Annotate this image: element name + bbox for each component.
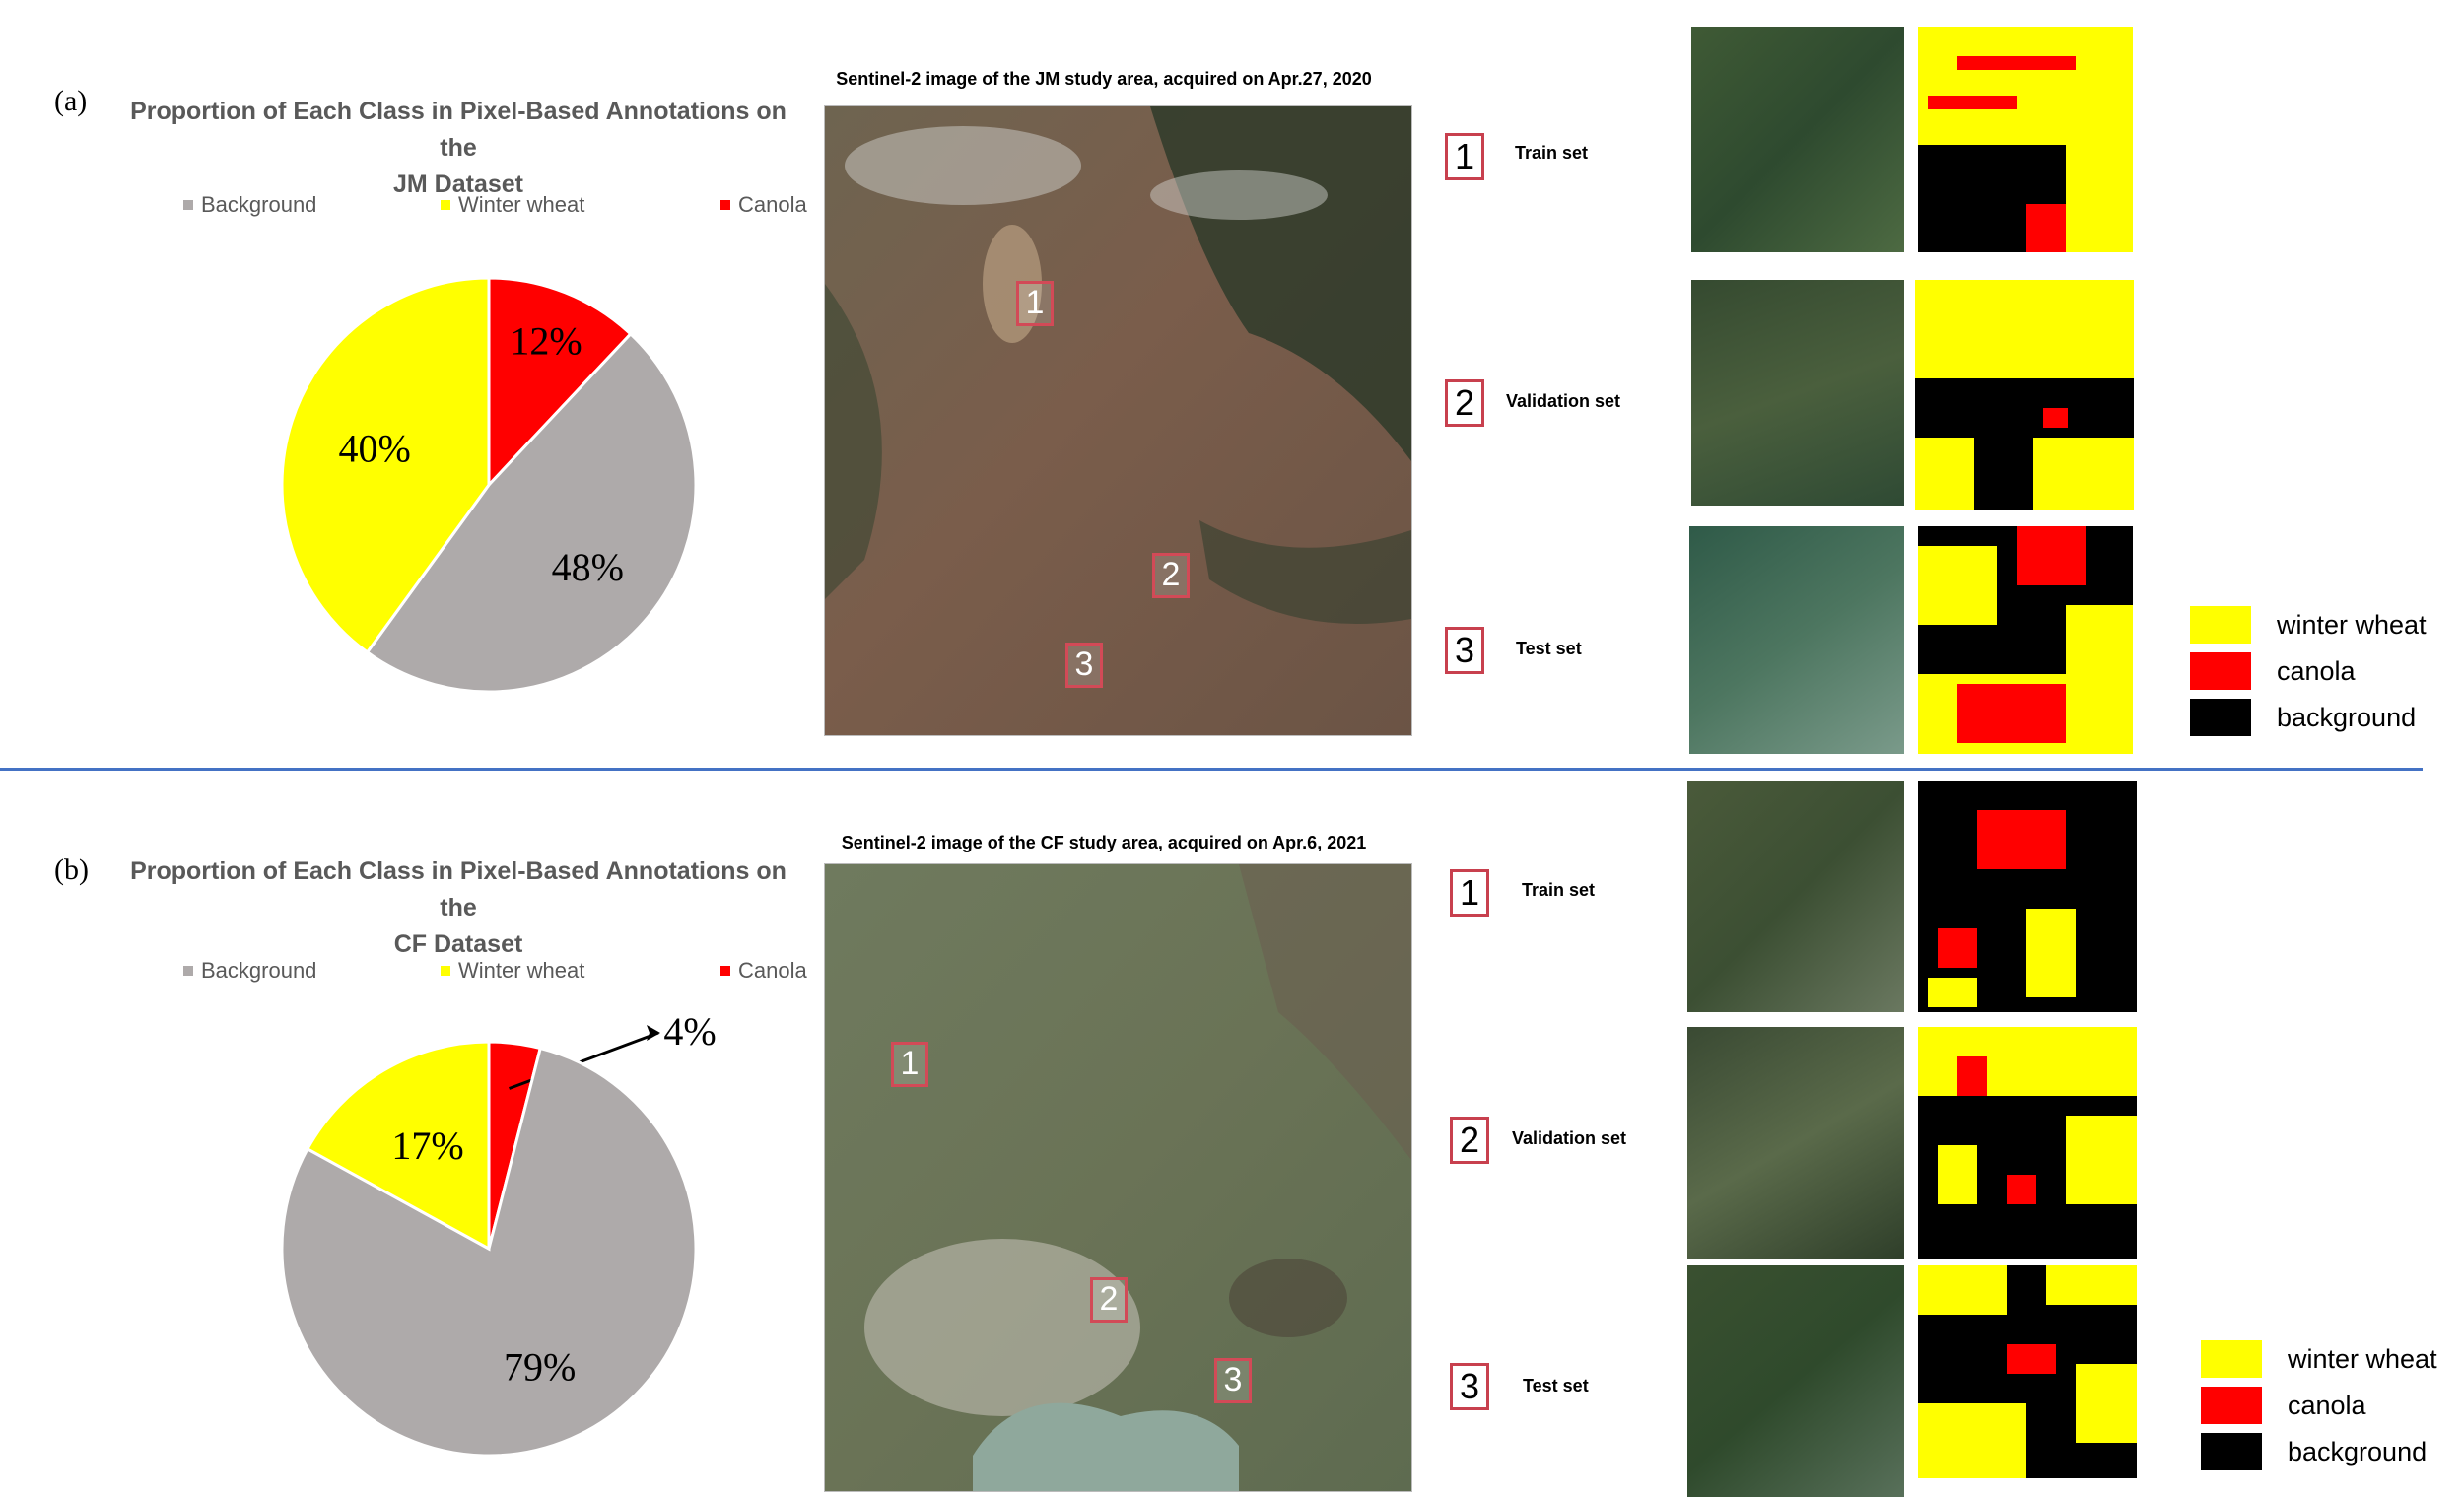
legend-swatch (441, 200, 450, 210)
pie-slice-winter-wheat (280, 276, 491, 654)
map-b-title: Sentinel-2 image of the CF study area, a… (841, 833, 1367, 852)
map-a-title: Sentinel-2 image of the JM study area, a… (836, 69, 1372, 89)
legend-label: Winter wheat (458, 958, 585, 983)
pie-slice-background (365, 331, 698, 694)
pie-label-canola: 4% (663, 1009, 716, 1054)
set-a-num-3: 3 (1445, 627, 1484, 674)
thumb-a-test-image (1689, 526, 1904, 754)
mask-b-validation (1918, 1027, 2137, 1259)
key-swatch (2190, 699, 2251, 736)
key-label: canola (2288, 1390, 2366, 1420)
pie-label-background: 48% (552, 545, 624, 589)
panel-a-letter: (a) (54, 85, 88, 117)
legend-b-background: Background (183, 958, 316, 984)
set-a-label-test: Test set (1516, 639, 1582, 658)
set-b-num-1: 1 (1450, 869, 1489, 917)
thumb-a-validation-image (1691, 280, 1904, 506)
mask-b-train (1918, 781, 2137, 1012)
key-b-canola: canola (2201, 1387, 2366, 1424)
legend-label: Canola (738, 192, 807, 217)
map-b-marker-3: 3 (1214, 1358, 1252, 1403)
legend-swatch (441, 966, 450, 976)
set-a-num-2: 2 (1445, 379, 1484, 427)
key-a-canola: canola (2190, 652, 2356, 690)
key-label: background (2288, 1436, 2428, 1466)
set-b-label-validation: Validation set (1512, 1128, 1627, 1148)
legend-swatch (183, 966, 193, 976)
key-swatch (2190, 652, 2251, 690)
thumb-a-train-image (1691, 27, 1904, 252)
key-label: background (2277, 702, 2417, 732)
key-swatch (2201, 1433, 2262, 1470)
legend-b-winter-wheat: Winter wheat (441, 958, 584, 984)
legend-swatch (720, 966, 730, 976)
pie-slice-background (280, 1046, 698, 1458)
key-label: canola (2277, 655, 2356, 686)
pie-chart-a: 12% 48% 40% (280, 276, 698, 694)
legend-swatch (720, 200, 730, 210)
chart-b-title-line1: Proportion of Each Class in Pixel-Based … (130, 857, 787, 921)
mask-b-test (1918, 1265, 2137, 1478)
key-swatch (2201, 1387, 2262, 1424)
legend-a-background: Background (183, 192, 316, 218)
panel-b-letter: (b) (54, 853, 89, 886)
set-b-num-3: 3 (1450, 1363, 1489, 1410)
key-a-winter-wheat: winter wheat (2190, 606, 2427, 644)
pie-label-winter-wheat: 17% (391, 1123, 463, 1168)
legend-label: Background (201, 192, 317, 217)
thumb-b-train-image (1687, 781, 1904, 1012)
key-label: winter wheat (2288, 1343, 2437, 1374)
section-divider (0, 768, 2423, 771)
map-a-marker-2: 2 (1152, 553, 1190, 598)
legend-a-canola: Canola (720, 192, 807, 218)
pie-slice-winter-wheat (305, 1040, 491, 1252)
key-label: winter wheat (2277, 609, 2427, 640)
satellite-image-jm (824, 105, 1412, 736)
map-a-marker-1: 1 (1016, 281, 1054, 326)
map-b-marker-2: 2 (1090, 1277, 1128, 1323)
set-a-num-1: 1 (1445, 133, 1484, 180)
mask-a-train (1918, 27, 2133, 252)
pie-label-winter-wheat: 40% (338, 426, 410, 470)
set-b-num-2: 2 (1450, 1117, 1489, 1164)
legend-a-winter-wheat: Winter wheat (441, 192, 584, 218)
map-a-marker-3: 3 (1065, 643, 1103, 688)
legend-label: Winter wheat (458, 192, 585, 217)
mask-a-test (1918, 526, 2133, 754)
pie-label-background: 79% (504, 1344, 576, 1389)
chart-b-title: Proportion of Each Class in Pixel-Based … (108, 853, 808, 963)
set-b-label-test: Test set (1523, 1376, 1589, 1395)
pie-label-canola: 12% (510, 319, 582, 364)
legend-label: Background (201, 958, 317, 983)
map-b-marker-1: 1 (891, 1042, 928, 1087)
chart-a-title: Proportion of Each Class in Pixel-Based … (108, 94, 808, 203)
key-b-background: background (2201, 1433, 2427, 1470)
thumb-b-validation-image (1687, 1027, 1904, 1259)
set-b-label-train: Train set (1522, 880, 1596, 900)
thumb-b-test-image (1687, 1265, 1904, 1497)
chart-b-title-line2: CF Dataset (393, 930, 523, 958)
key-swatch (2190, 606, 2251, 644)
key-swatch (2201, 1340, 2262, 1378)
key-a-background: background (2190, 699, 2416, 736)
chart-a-title-line1: Proportion of Each Class in Pixel-Based … (130, 98, 787, 162)
satellite-image-cf (824, 863, 1412, 1492)
legend-label: Canola (738, 958, 807, 983)
mask-a-validation (1915, 280, 2134, 510)
legend-swatch (183, 200, 193, 210)
set-a-label-validation: Validation set (1506, 391, 1621, 411)
chart-a-title-line2: JM Dataset (393, 170, 523, 198)
set-a-label-train: Train set (1515, 143, 1589, 163)
pie-slice-canola (487, 276, 633, 489)
key-b-winter-wheat: winter wheat (2201, 1340, 2437, 1378)
pie-callout-arrowhead (647, 1025, 660, 1041)
legend-b-canola: Canola (720, 958, 807, 984)
pie-chart-b: 4% 79% 17% (280, 1009, 717, 1458)
